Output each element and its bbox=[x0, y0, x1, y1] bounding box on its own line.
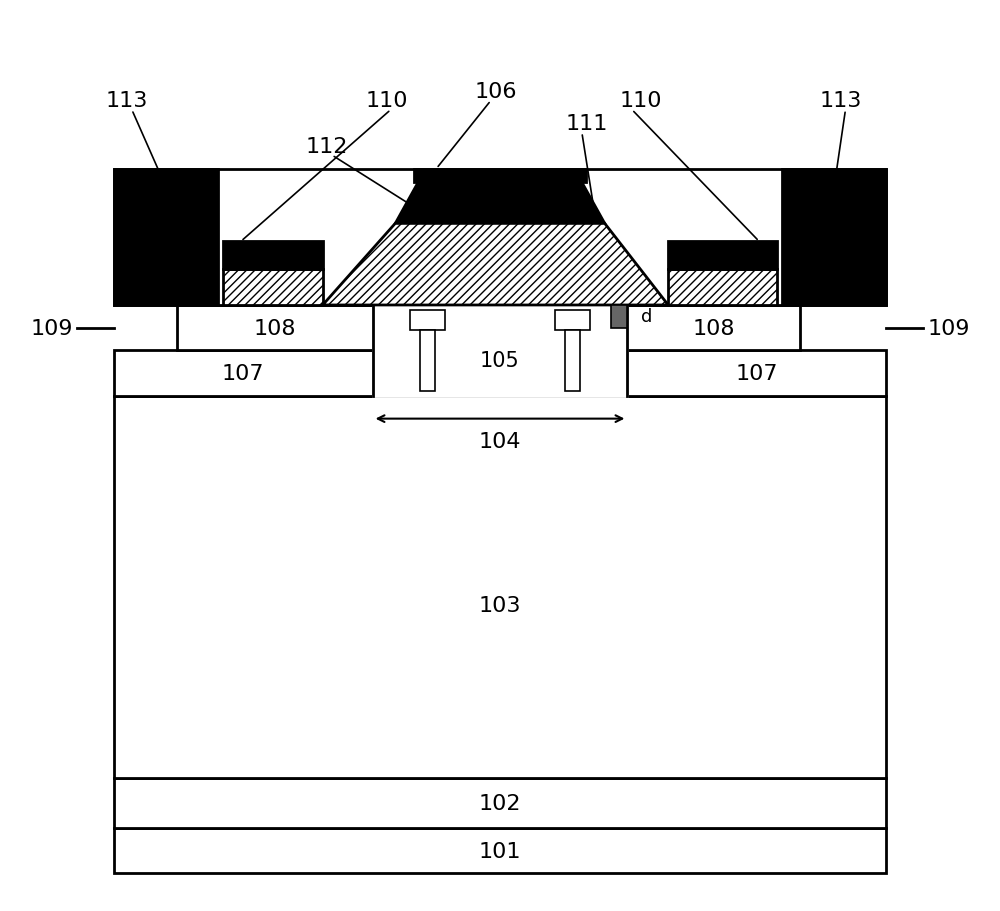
Bar bbox=[627, 351, 886, 396]
Text: 101: 101 bbox=[479, 841, 521, 861]
Text: 113: 113 bbox=[106, 91, 148, 111]
Bar bbox=[565, 330, 580, 392]
Bar bbox=[410, 310, 445, 330]
Bar bbox=[114, 396, 886, 778]
Text: 102: 102 bbox=[479, 793, 521, 813]
Text: 111: 111 bbox=[565, 114, 608, 134]
Bar bbox=[668, 242, 777, 270]
Bar bbox=[414, 169, 586, 183]
Polygon shape bbox=[223, 270, 323, 306]
Bar bbox=[114, 828, 886, 874]
Bar bbox=[114, 778, 886, 828]
Polygon shape bbox=[395, 183, 605, 224]
Bar bbox=[114, 169, 218, 306]
Text: 112: 112 bbox=[306, 137, 348, 157]
Bar bbox=[555, 310, 590, 330]
Text: 104: 104 bbox=[479, 432, 521, 452]
Text: 110: 110 bbox=[365, 91, 408, 111]
Text: 106: 106 bbox=[474, 82, 517, 102]
Text: 107: 107 bbox=[222, 363, 264, 384]
Text: d: d bbox=[641, 308, 652, 326]
Text: 108: 108 bbox=[692, 318, 735, 338]
Bar bbox=[373, 306, 627, 396]
Bar bbox=[611, 306, 627, 328]
Text: 108: 108 bbox=[254, 318, 296, 338]
Polygon shape bbox=[323, 224, 668, 306]
Text: 110: 110 bbox=[620, 91, 662, 111]
Polygon shape bbox=[668, 270, 777, 306]
Text: 113: 113 bbox=[820, 91, 862, 111]
Text: 109: 109 bbox=[30, 318, 73, 338]
Text: 103: 103 bbox=[479, 596, 521, 615]
Bar bbox=[177, 306, 373, 351]
Text: 105: 105 bbox=[480, 350, 520, 370]
Text: 107: 107 bbox=[736, 363, 778, 384]
Bar bbox=[627, 306, 800, 351]
Bar bbox=[420, 330, 435, 392]
Bar bbox=[782, 169, 886, 306]
Bar bbox=[223, 242, 323, 270]
Bar bbox=[114, 169, 886, 306]
Bar bbox=[114, 351, 373, 396]
Text: 109: 109 bbox=[927, 318, 970, 338]
